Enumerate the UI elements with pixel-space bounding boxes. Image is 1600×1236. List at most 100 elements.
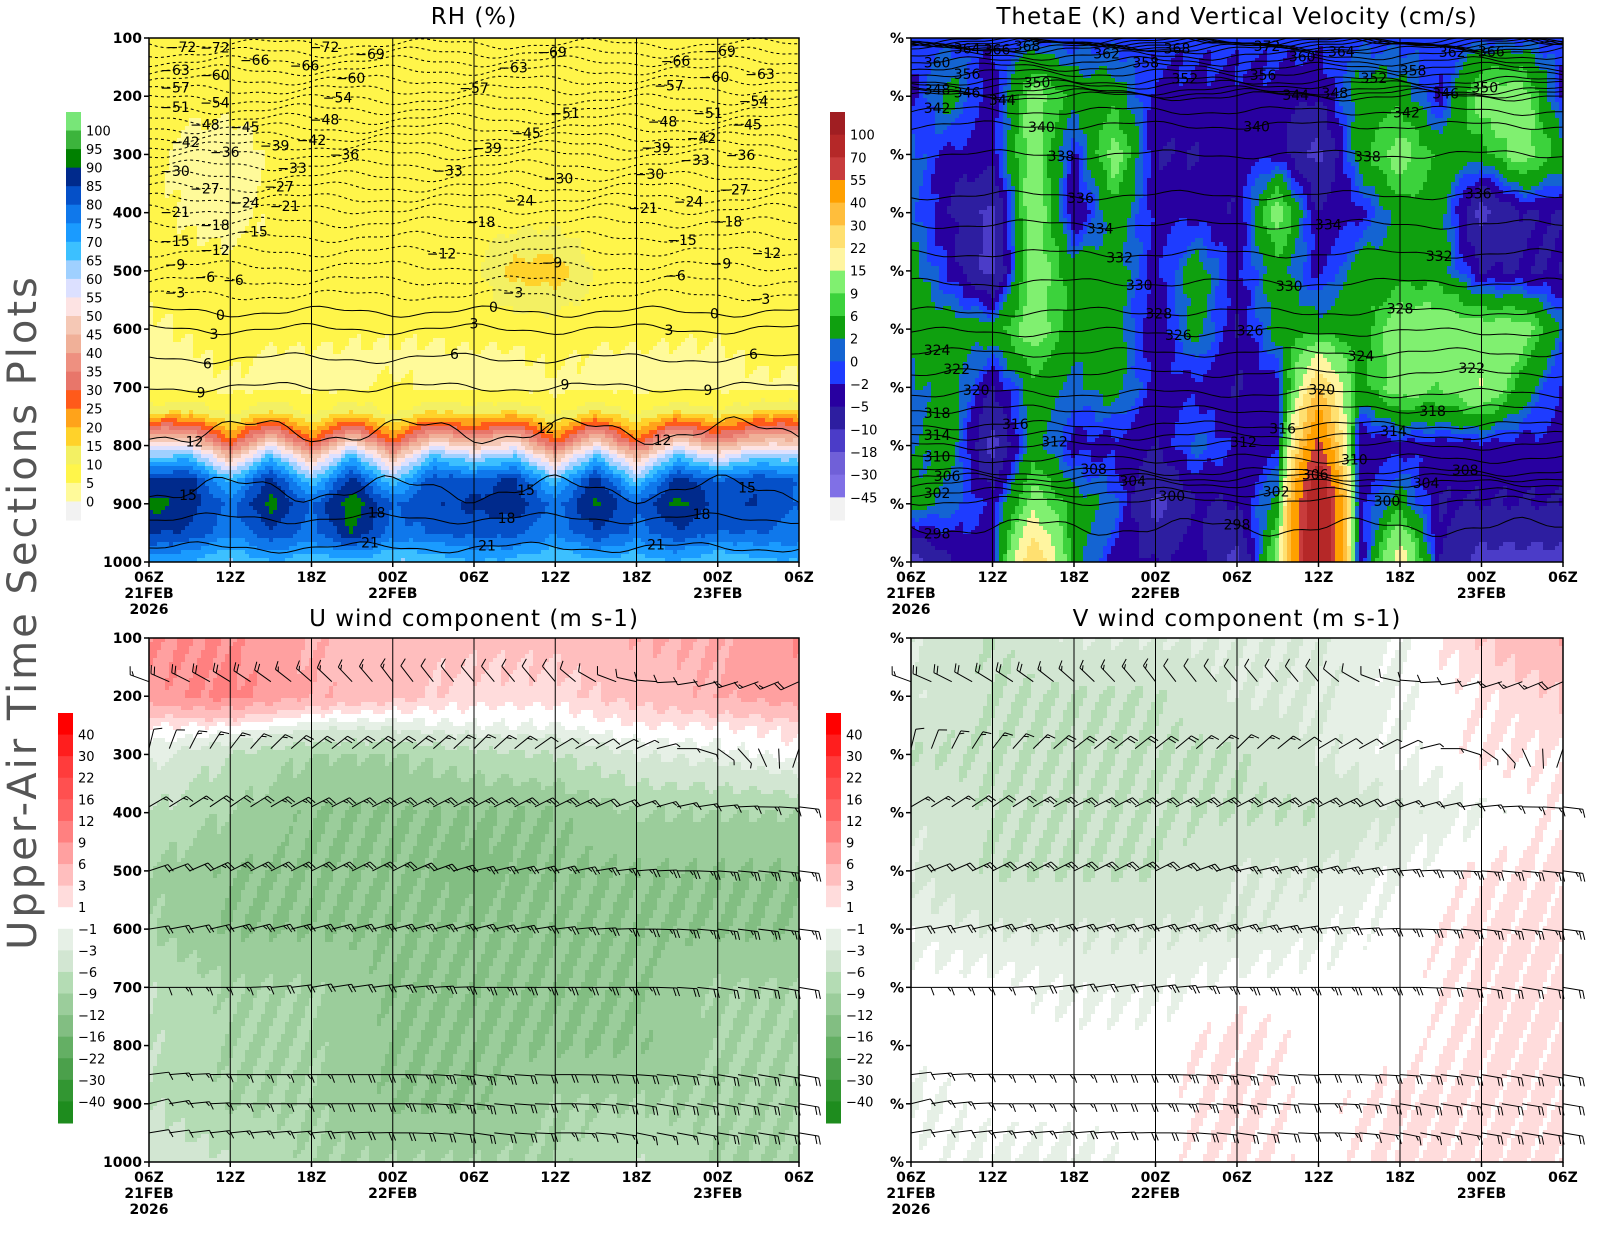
field-cell <box>617 466 630 471</box>
field-cell <box>1535 254 1552 259</box>
field-cell <box>911 182 924 187</box>
field-cell <box>265 502 278 507</box>
field-cell <box>1463 174 1496 179</box>
field-cell <box>1463 190 1480 195</box>
colorbar-box <box>66 130 81 150</box>
field-cell <box>241 370 250 375</box>
field-cell <box>1083 198 1096 203</box>
field-cell <box>995 134 1004 139</box>
field-cell <box>601 502 618 507</box>
field-cell <box>999 282 1008 287</box>
field-cell <box>545 478 562 483</box>
field-cell <box>1187 218 1244 223</box>
field-cell <box>521 462 530 467</box>
contour-label: 18 <box>693 507 711 523</box>
field-cell <box>1167 298 1176 303</box>
field-cell <box>911 74 920 79</box>
field-cell <box>1363 174 1388 179</box>
field-cell <box>1135 322 1144 327</box>
field-cell <box>931 298 960 303</box>
field-cell <box>297 458 306 463</box>
field-cell <box>253 358 526 363</box>
field-cell <box>1343 106 1356 111</box>
field-cell <box>1207 70 1220 75</box>
field-cell <box>673 438 690 443</box>
field-cell <box>621 482 630 487</box>
field-cell <box>737 350 746 355</box>
field-cell <box>1555 78 1560 83</box>
field-cell <box>241 430 250 435</box>
field-cell <box>1107 46 1120 51</box>
field-cell <box>237 490 246 495</box>
field-cell <box>1559 118 1564 123</box>
field-cell <box>1003 234 1008 239</box>
field-cell <box>649 458 658 463</box>
field-cell <box>1451 214 1460 219</box>
field-cell <box>1251 202 1260 207</box>
field-cell <box>229 494 234 499</box>
field-cell <box>1003 262 1012 267</box>
field-cell <box>257 222 266 227</box>
colorbar-box <box>66 445 81 465</box>
field-cell <box>313 442 322 447</box>
field-cell <box>1211 314 1228 319</box>
field-cell <box>1287 266 1304 271</box>
field-cell <box>1019 322 1052 327</box>
field-cell <box>911 118 936 123</box>
colorbar-box <box>66 297 81 317</box>
field-cell <box>1383 206 1448 211</box>
field-cell <box>757 462 770 467</box>
contour-label: −12 <box>752 246 782 262</box>
field-cell <box>505 266 570 271</box>
field-cell <box>1375 70 1388 75</box>
field-cell <box>685 466 710 471</box>
field-cell <box>573 446 582 451</box>
field-cell <box>1335 106 1344 111</box>
field-cell <box>1143 118 1148 123</box>
field-cell <box>341 450 346 455</box>
field-cell <box>1547 54 1556 59</box>
field-cell <box>601 342 610 347</box>
field-cell <box>1071 218 1088 223</box>
field-cell <box>1007 154 1016 159</box>
field-cell <box>1023 266 1028 271</box>
field-cell <box>573 478 582 483</box>
field-cell <box>589 458 594 463</box>
field-cell <box>681 470 702 475</box>
field-cell <box>537 442 546 447</box>
field-cell <box>1067 290 1128 295</box>
field-cell <box>453 350 474 355</box>
field-cell <box>1331 182 1352 187</box>
field-cell <box>745 530 758 535</box>
field-cell <box>955 310 984 315</box>
field-cell <box>557 446 566 451</box>
field-cell <box>721 414 754 419</box>
field-cell <box>1071 158 1080 163</box>
field-cell <box>1167 326 1180 331</box>
field-cell <box>1011 178 1020 183</box>
field-cell <box>1335 334 1372 339</box>
field-cell <box>221 114 230 119</box>
field-cell <box>1099 190 1112 195</box>
field-cell <box>533 390 550 395</box>
field-cell <box>721 450 742 455</box>
field-cell <box>421 450 430 455</box>
field-cell <box>377 442 386 447</box>
field-cell <box>995 218 1004 223</box>
field-cell <box>361 482 370 487</box>
field-cell <box>657 510 702 515</box>
field-cell <box>1247 322 1264 327</box>
field-cell <box>1007 246 1016 251</box>
field-cell <box>149 186 166 191</box>
field-cell <box>369 434 378 439</box>
field-cell <box>365 442 378 447</box>
field-cell <box>1295 162 1336 167</box>
field-cell <box>1451 210 1456 215</box>
field-cell <box>1135 90 1156 95</box>
field-cell <box>1191 338 1200 343</box>
field-cell <box>693 518 782 523</box>
side-title: Upper-Air Time Sections Plots <box>0 274 46 950</box>
contour-line <box>148 322 800 336</box>
field-cell <box>757 498 794 503</box>
field-cell <box>273 494 286 499</box>
